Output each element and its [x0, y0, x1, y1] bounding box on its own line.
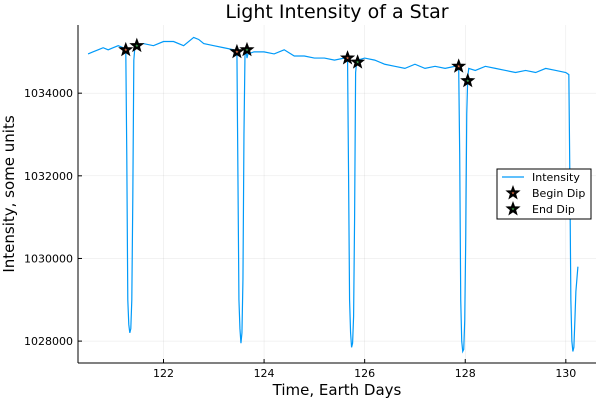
begin-dip-marker — [339, 50, 356, 65]
legend: Intensity Begin Dip End Dip — [496, 168, 592, 220]
x-tick-label: 122 — [153, 367, 174, 380]
x-tick-label: 128 — [455, 367, 476, 380]
x-tick-label: 124 — [254, 367, 275, 380]
y-axis-title: Intensity, some units — [0, 115, 18, 272]
begin-dip-marker — [451, 58, 467, 73]
begin-dip-marker — [118, 41, 134, 57]
plot-area — [87, 36, 579, 354]
x-tick-label: 126 — [354, 367, 375, 380]
y-tick-label: 1030000 — [24, 252, 73, 265]
x-axis-title: Time, Earth Days — [272, 381, 402, 399]
legend-begin-dip-label: Begin Dip — [532, 187, 585, 200]
end-dip-marker — [350, 54, 366, 69]
y-tick-label: 1032000 — [24, 170, 73, 183]
x-tick-label: 130 — [555, 367, 576, 380]
end-dip-marker — [129, 37, 145, 53]
begin-dip-marker — [229, 43, 245, 59]
legend-begin-dip-marker — [505, 185, 521, 200]
chart-title: Light Intensity of a Star — [225, 1, 448, 23]
legend-end-dip-marker — [505, 201, 521, 216]
y-tick-label: 1034000 — [24, 87, 73, 100]
end-dip-marker — [460, 72, 476, 88]
y-tick-label: 1028000 — [24, 335, 73, 348]
y-ticks: 1028000 1030000 1032000 1034000 — [24, 87, 82, 348]
axes — [77, 25, 596, 364]
legend-end-dip-label: End Dip — [532, 203, 575, 216]
end-dip-marker — [239, 41, 255, 57]
legend-intensity-label: Intensity — [532, 171, 580, 184]
x-ticks: 122 124 126 128 130 — [153, 359, 576, 380]
